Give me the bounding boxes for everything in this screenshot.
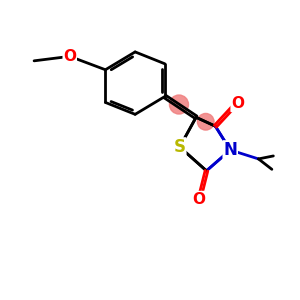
Text: O: O [231, 96, 244, 111]
Text: O: O [193, 191, 206, 206]
Circle shape [169, 95, 188, 114]
Circle shape [197, 113, 214, 130]
Text: O: O [63, 49, 76, 64]
Text: S: S [174, 138, 186, 156]
Text: N: N [223, 141, 237, 159]
